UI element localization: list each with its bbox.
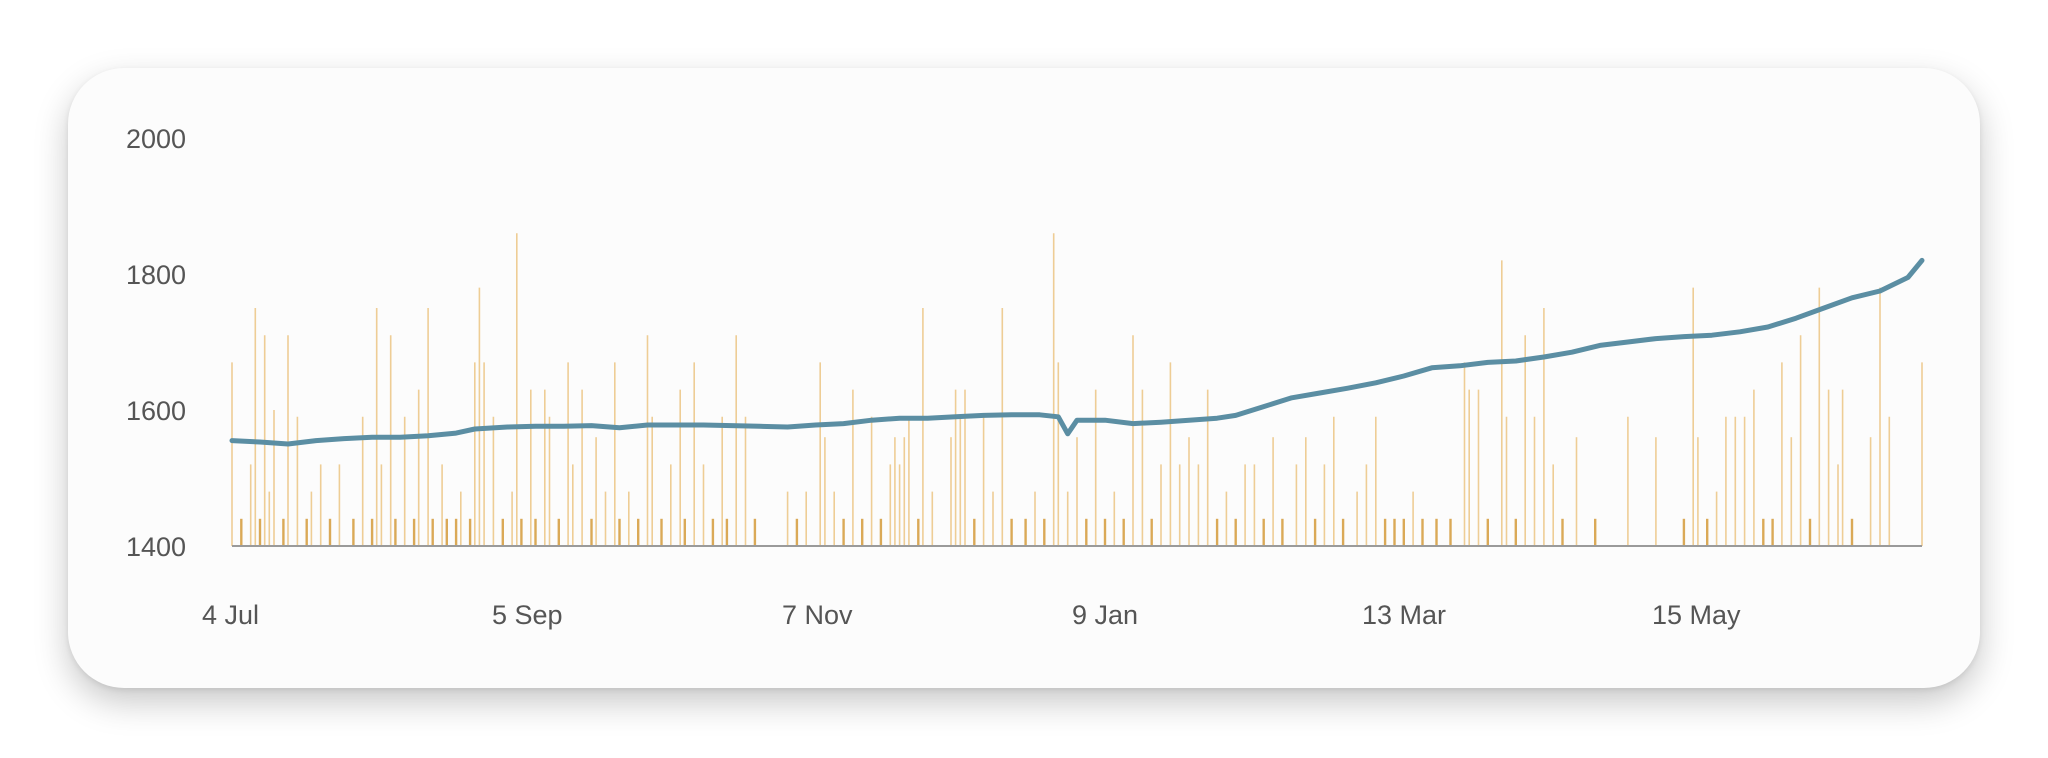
rating-line	[229, 257, 1925, 447]
x-tick-label: 15 May	[1652, 600, 1741, 630]
rating-chart: 2000 1800 1600 1400 4 Jul 5 Sep 7 Nov 9 Jan 13 …	[126, 124, 1925, 630]
x-tick-label: 4 Jul	[202, 600, 259, 630]
x-tick-label: 13 Mar	[1362, 600, 1446, 630]
x-tick-label: 5 Sep	[492, 600, 563, 630]
rating-line-layer	[229, 257, 1925, 447]
y-tick-label: 1800	[126, 260, 186, 290]
x-tick-label: 7 Nov	[782, 600, 853, 630]
y-tick-label: 2000	[126, 124, 186, 154]
y-tick-label: 1600	[126, 396, 186, 426]
x-tick-label: 9 Jan	[1072, 600, 1138, 630]
x-axis-ticks: 4 Jul 5 Sep 7 Nov 9 Jan 13 Mar 15 May	[202, 600, 1741, 630]
chart-card: 2000 1800 1600 1400 4 Jul 5 Sep 7 Nov 9 Jan 13 …	[68, 68, 1980, 688]
activity-bars	[231, 233, 1923, 546]
y-tick-label: 1400	[126, 532, 186, 562]
y-axis-ticks: 2000 1800 1600 1400	[126, 124, 186, 562]
